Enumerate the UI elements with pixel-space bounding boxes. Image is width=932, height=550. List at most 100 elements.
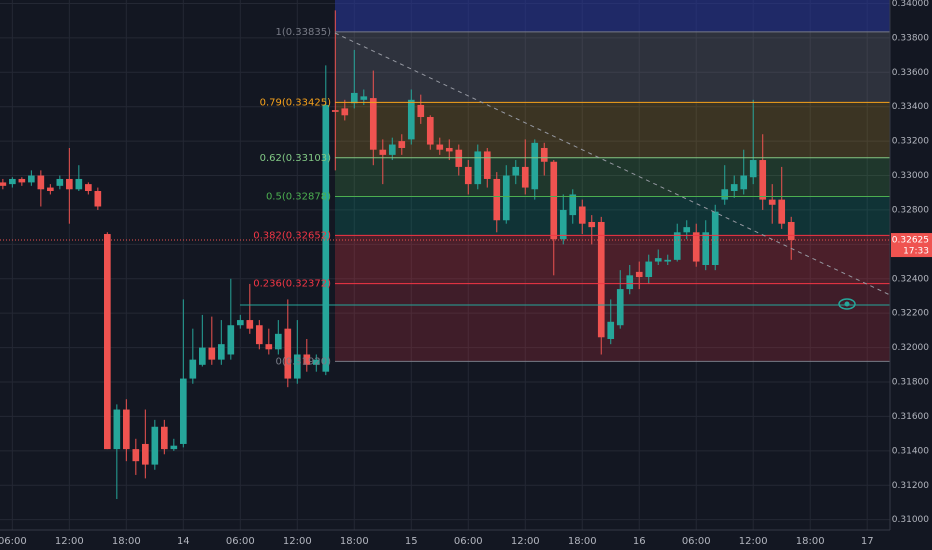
candle-body: [417, 104, 425, 118]
candle-body: [569, 194, 577, 216]
x-tick-label: 18:00: [112, 536, 141, 547]
y-tick-label: 0.31600: [892, 412, 929, 422]
fib-level-label: 1(0.33835): [275, 27, 331, 38]
candle-body: [341, 108, 349, 116]
candle-body: [274, 333, 282, 350]
candles: [0, 10, 795, 500]
candle-body: [9, 178, 16, 185]
candle-body: [626, 275, 634, 290]
candle-body: [208, 347, 216, 360]
candle-body: [407, 99, 415, 140]
candle-body: [664, 259, 672, 262]
candle-body: [730, 184, 738, 192]
x-tick-label: 12:00: [511, 536, 540, 547]
candle-body: [85, 184, 92, 192]
x-tick-label: 12:00: [739, 536, 768, 547]
candle-body: [455, 149, 463, 167]
candle-body: [293, 354, 301, 379]
candle-body: [654, 258, 662, 262]
eye-icon[interactable]: [838, 298, 856, 310]
candle-body: [512, 166, 520, 176]
countdown-label: 17:33: [903, 247, 929, 257]
fib-band: [335, 235, 890, 284]
fib-level-label: 0.382(0.32652): [253, 230, 331, 241]
candle-body: [0, 182, 7, 186]
fib-level-label: 0.5(0.32878): [266, 192, 331, 203]
candle-body: [18, 178, 26, 183]
y-tick-label: 0.32400: [892, 274, 929, 284]
candle-body: [540, 147, 548, 162]
candle-body: [550, 161, 558, 240]
candle-body: [521, 166, 529, 188]
candle-body: [369, 98, 377, 150]
candle-body: [464, 166, 472, 185]
y-tick-label: 0.31800: [892, 378, 929, 388]
candle-body: [398, 141, 406, 148]
candle-body: [303, 354, 311, 365]
fib-band: [335, 196, 890, 236]
trend-line: [334, 32, 891, 296]
candle-body: [94, 191, 102, 207]
y-tick-label: 0.32000: [892, 343, 929, 353]
candle-body: [142, 443, 149, 465]
candle-body: [502, 175, 510, 221]
fib-extension-band: [335, 0, 890, 32]
fib-level-label: 0.62(0.33103): [260, 153, 332, 164]
candle-body: [559, 209, 567, 240]
x-tick-label: 18:00: [340, 536, 369, 547]
y-tick-label: 0.33600: [892, 68, 929, 78]
candle-body: [189, 359, 197, 379]
candle-body: [493, 178, 501, 221]
candle-body: [436, 144, 444, 150]
x-tick-label: 18:00: [796, 536, 825, 547]
candle-body: [331, 110, 339, 112]
candle-body: [113, 409, 121, 450]
y-tick-label: 0.32800: [892, 205, 929, 215]
candle-body: [778, 199, 786, 224]
candle-body: [360, 96, 368, 100]
candle-body: [47, 187, 54, 192]
x-tick-label: 06:00: [454, 536, 483, 547]
candle-body: [474, 151, 482, 185]
fib-bands: [335, 31, 890, 362]
candle-body: [198, 347, 206, 365]
candle-body: [37, 175, 45, 190]
candle-body: [483, 151, 491, 179]
candle-body: [531, 142, 539, 190]
last-price-label: 0.32625: [892, 236, 929, 246]
x-tick-label: 15: [405, 536, 418, 547]
x-tick-label: 16: [633, 536, 646, 547]
candle-body: [123, 409, 130, 450]
candle-body: [160, 426, 168, 450]
candle-body: [227, 325, 235, 355]
candle-body: [104, 234, 111, 450]
candle-body: [236, 320, 244, 326]
candle-body: [673, 232, 681, 260]
x-tick-label: 18:00: [568, 536, 597, 547]
candle-body: [322, 104, 330, 372]
candle-body: [265, 344, 273, 350]
candle-body: [255, 325, 263, 345]
x-tick-label: 06:00: [0, 536, 27, 547]
y-tick-label: 0.31200: [892, 481, 929, 491]
candle-body: [388, 144, 396, 155]
y-tick-label: 0.33800: [892, 33, 929, 43]
time-axis: [0, 530, 890, 550]
fib-levels: 1(0.33835) 0.79(0.33425) 0.62(0.33103) 0.5(…: [253, 27, 890, 367]
x-tick-label: 12:00: [55, 536, 84, 547]
candle-body: [740, 175, 748, 190]
last-price-tag: [891, 233, 932, 258]
candle-body: [759, 160, 767, 200]
candle-body: [132, 449, 140, 462]
candle-body: [721, 189, 729, 200]
candle-body: [768, 199, 776, 205]
fib-level-label: 0(0.31920): [275, 356, 331, 367]
candle-body: [28, 175, 35, 183]
candle-body: [683, 227, 691, 233]
fib-level-label: 0.79(0.33425): [260, 97, 332, 108]
fib-level-label: 0.236(0.32372): [253, 279, 331, 290]
candle-body: [445, 147, 453, 152]
candle-body: [312, 359, 320, 365]
candle-body: [702, 232, 710, 265]
